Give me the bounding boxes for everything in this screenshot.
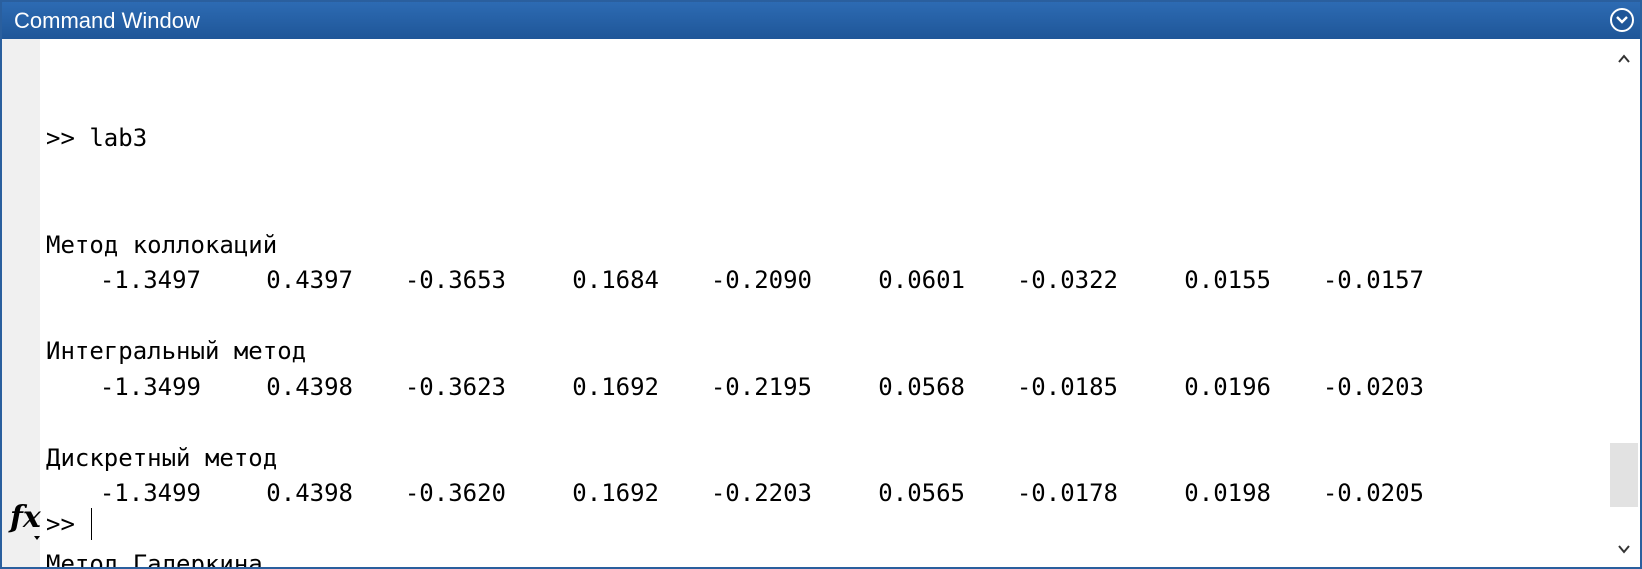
value-cell: -1.3497 xyxy=(99,266,201,294)
value-cell: 0.0601 xyxy=(878,266,965,294)
value-cell: 0.4398 xyxy=(266,372,353,401)
value-cell: 0.1692 xyxy=(572,479,659,507)
value-cell: -0.3623 xyxy=(404,372,506,401)
value-cell: -0.0203 xyxy=(1322,372,1424,401)
section-heading: Дискретный метод xyxy=(46,443,278,472)
value-cell: 0.0196 xyxy=(1184,372,1271,401)
title-bar: Command Window xyxy=(2,2,1640,39)
section-heading: Интегральный метод xyxy=(46,337,307,365)
chevron-down-icon[interactable] xyxy=(1616,541,1632,557)
value-cell: -0.0322 xyxy=(1016,266,1118,294)
value-row: -1.3499 0.4398 -0.3623 0.1692 -0.2195 0.0568 -… xyxy=(46,370,1424,406)
value-cell: -0.0178 xyxy=(1016,479,1118,507)
value-cell: -1.3499 xyxy=(99,372,201,401)
value-cell: -0.2090 xyxy=(710,266,812,294)
value-cell: -1.3499 xyxy=(99,479,201,507)
prompt-symbol: >> xyxy=(46,510,75,538)
value-cell: -0.2195 xyxy=(710,372,812,401)
value-cell: 0.4397 xyxy=(266,266,353,294)
blank-line xyxy=(46,405,306,441)
value-cell: 0.0155 xyxy=(1184,266,1271,294)
fx-dropdown-icon[interactable] xyxy=(34,536,40,540)
command-prompt[interactable]: fx >> xyxy=(2,500,1542,548)
value-cell: 0.0568 xyxy=(878,372,965,401)
command-line: >> lab3 xyxy=(46,124,148,152)
value-cell: 0.1692 xyxy=(572,372,659,401)
value-row: -1.3497 0.4397 -0.3653 0.1684 -0.2090 0.0601 -… xyxy=(46,263,1424,299)
value-cell: -0.0205 xyxy=(1322,479,1424,507)
text-cursor xyxy=(91,508,92,540)
left-gutter xyxy=(2,39,40,567)
value-cell: -0.2203 xyxy=(710,479,812,507)
vertical-scrollbar[interactable] xyxy=(1608,39,1640,567)
scroll-thumb[interactable] xyxy=(1610,443,1638,507)
value-cell: 0.0565 xyxy=(878,479,965,507)
section-heading: Метод Галеркина xyxy=(46,550,263,569)
value-cell: -0.0185 xyxy=(1016,372,1118,401)
value-cell: 0.4398 xyxy=(266,479,353,507)
value-cell: -0.3620 xyxy=(404,479,506,507)
circle-chevron-down-icon[interactable] xyxy=(1610,8,1634,32)
value-cell: 0.1684 xyxy=(572,266,659,294)
value-cell: 0.0198 xyxy=(1184,479,1271,507)
window-title: Command Window xyxy=(14,8,200,33)
fx-icon[interactable]: fx xyxy=(10,500,41,535)
value-cell: -0.3653 xyxy=(404,266,506,294)
console-output[interactable]: >> lab3 Метод коллокаций -1.3497 0.4397 -0.… xyxy=(46,50,1424,569)
chevron-up-icon[interactable] xyxy=(1616,51,1632,67)
section-heading: Метод коллокаций xyxy=(46,230,278,259)
value-cell: -0.0157 xyxy=(1322,266,1424,294)
blank-line xyxy=(46,299,306,335)
value-row: -1.3499 0.4398 -0.3620 0.1692 -0.2203 0.0565 -… xyxy=(46,476,1424,512)
